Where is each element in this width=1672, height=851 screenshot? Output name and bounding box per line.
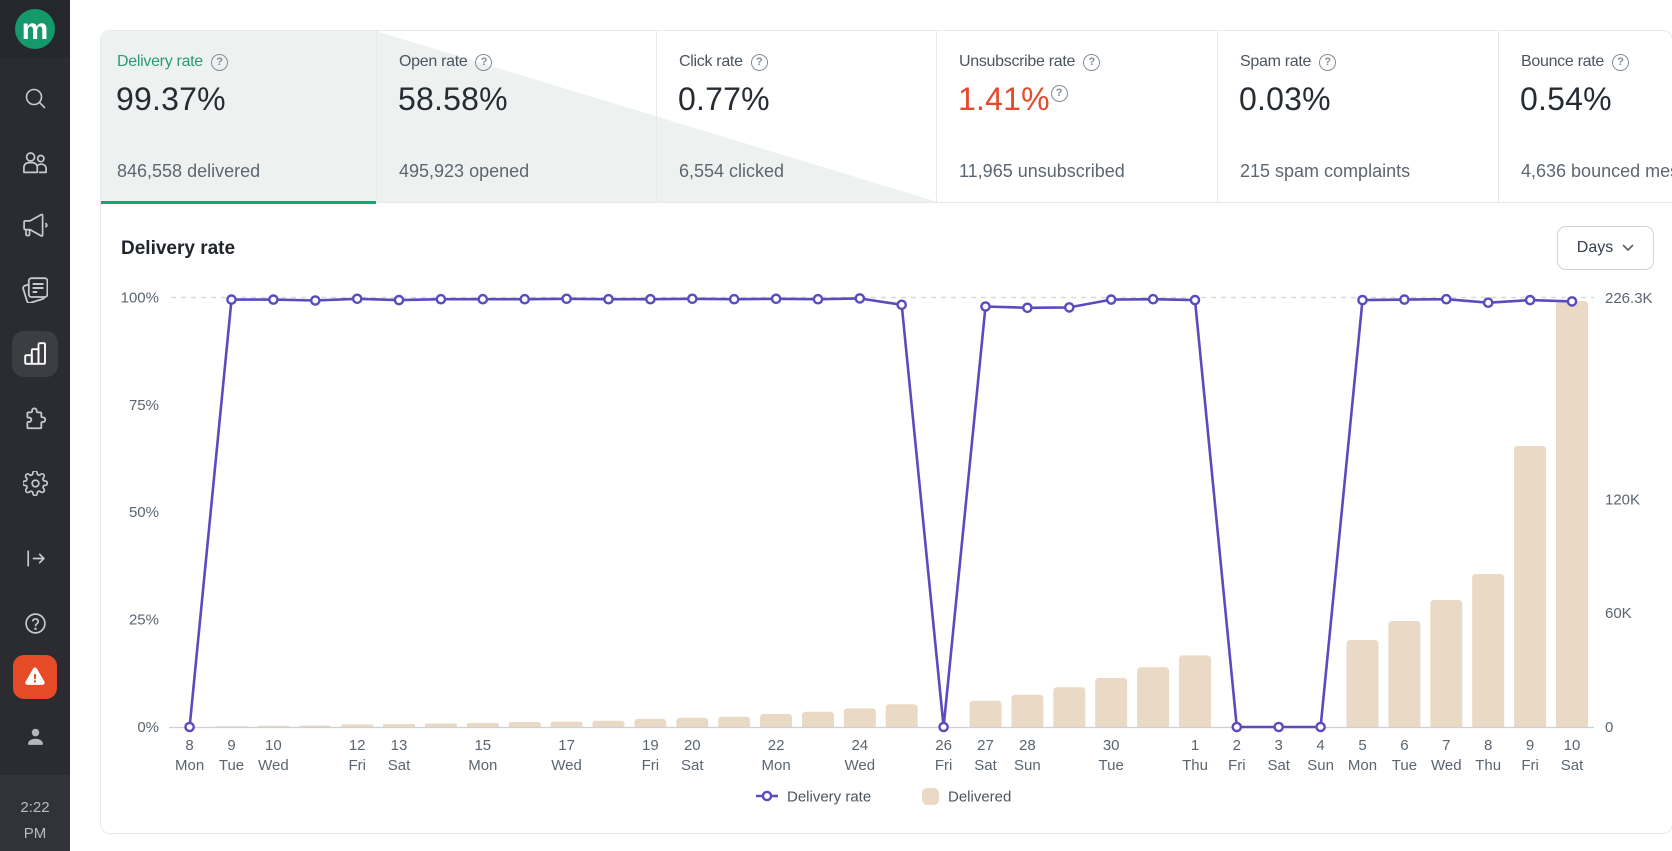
svg-text:10: 10 [1564, 737, 1581, 754]
svg-text:8: 8 [185, 737, 193, 754]
svg-text:24: 24 [851, 737, 868, 754]
svg-text:15: 15 [474, 737, 491, 754]
svg-text:3: 3 [1275, 737, 1283, 754]
svg-text:Sat: Sat [388, 757, 411, 774]
svg-text:Fri: Fri [1228, 757, 1246, 774]
svg-text:7: 7 [1442, 737, 1450, 754]
svg-text:12: 12 [349, 737, 366, 754]
svg-text:Wed: Wed [845, 757, 876, 774]
svg-text:Mon: Mon [468, 757, 497, 774]
svg-text:Wed: Wed [258, 757, 289, 774]
svg-text:Mon: Mon [762, 757, 791, 774]
svg-text:Sat: Sat [974, 757, 997, 774]
svg-text:13: 13 [391, 737, 408, 754]
svg-text:120K: 120K [1605, 492, 1640, 509]
svg-text:Sat: Sat [681, 757, 704, 774]
svg-text:226.3K: 226.3K [1605, 290, 1653, 307]
svg-text:Sat: Sat [1267, 757, 1290, 774]
svg-text:Sat: Sat [1561, 757, 1584, 774]
svg-text:17: 17 [558, 737, 575, 754]
svg-text:27: 27 [977, 737, 994, 754]
svg-text:Mon: Mon [175, 757, 204, 774]
svg-text:Tue: Tue [1392, 757, 1417, 774]
svg-text:9: 9 [1526, 737, 1534, 754]
svg-text:60K: 60K [1605, 605, 1632, 622]
svg-text:4: 4 [1316, 737, 1324, 754]
svg-text:8: 8 [1484, 737, 1492, 754]
svg-text:Tue: Tue [219, 757, 244, 774]
svg-text:Tue: Tue [1099, 757, 1124, 774]
svg-text:26: 26 [935, 737, 952, 754]
svg-text:0%: 0% [137, 719, 159, 736]
svg-text:75%: 75% [129, 397, 159, 414]
svg-text:Wed: Wed [551, 757, 582, 774]
svg-text:50%: 50% [129, 504, 159, 521]
svg-text:Sun: Sun [1014, 757, 1041, 774]
svg-text:2: 2 [1233, 737, 1241, 754]
svg-text:1: 1 [1191, 737, 1199, 754]
svg-text:20: 20 [684, 737, 701, 754]
svg-text:Thu: Thu [1182, 757, 1208, 774]
svg-text:Delivery rate: Delivery rate [787, 789, 871, 806]
svg-text:Mon: Mon [1348, 757, 1377, 774]
svg-text:5: 5 [1358, 737, 1366, 754]
svg-text:Fri: Fri [348, 757, 366, 774]
svg-text:Sun: Sun [1307, 757, 1334, 774]
svg-text:100%: 100% [121, 290, 159, 307]
svg-text:25%: 25% [129, 612, 159, 629]
svg-text:10: 10 [265, 737, 282, 754]
svg-text:Thu: Thu [1475, 757, 1501, 774]
svg-text:Fri: Fri [935, 757, 953, 774]
svg-text:22: 22 [768, 737, 785, 754]
svg-text:Wed: Wed [1431, 757, 1462, 774]
svg-text:Delivered: Delivered [948, 789, 1011, 806]
svg-text:Fri: Fri [1521, 757, 1539, 774]
svg-text:9: 9 [227, 737, 235, 754]
svg-text:30: 30 [1103, 737, 1120, 754]
svg-text:0: 0 [1605, 719, 1613, 736]
svg-text:Fri: Fri [642, 757, 660, 774]
svg-text:28: 28 [1019, 737, 1036, 754]
svg-text:6: 6 [1400, 737, 1408, 754]
svg-text:19: 19 [642, 737, 659, 754]
